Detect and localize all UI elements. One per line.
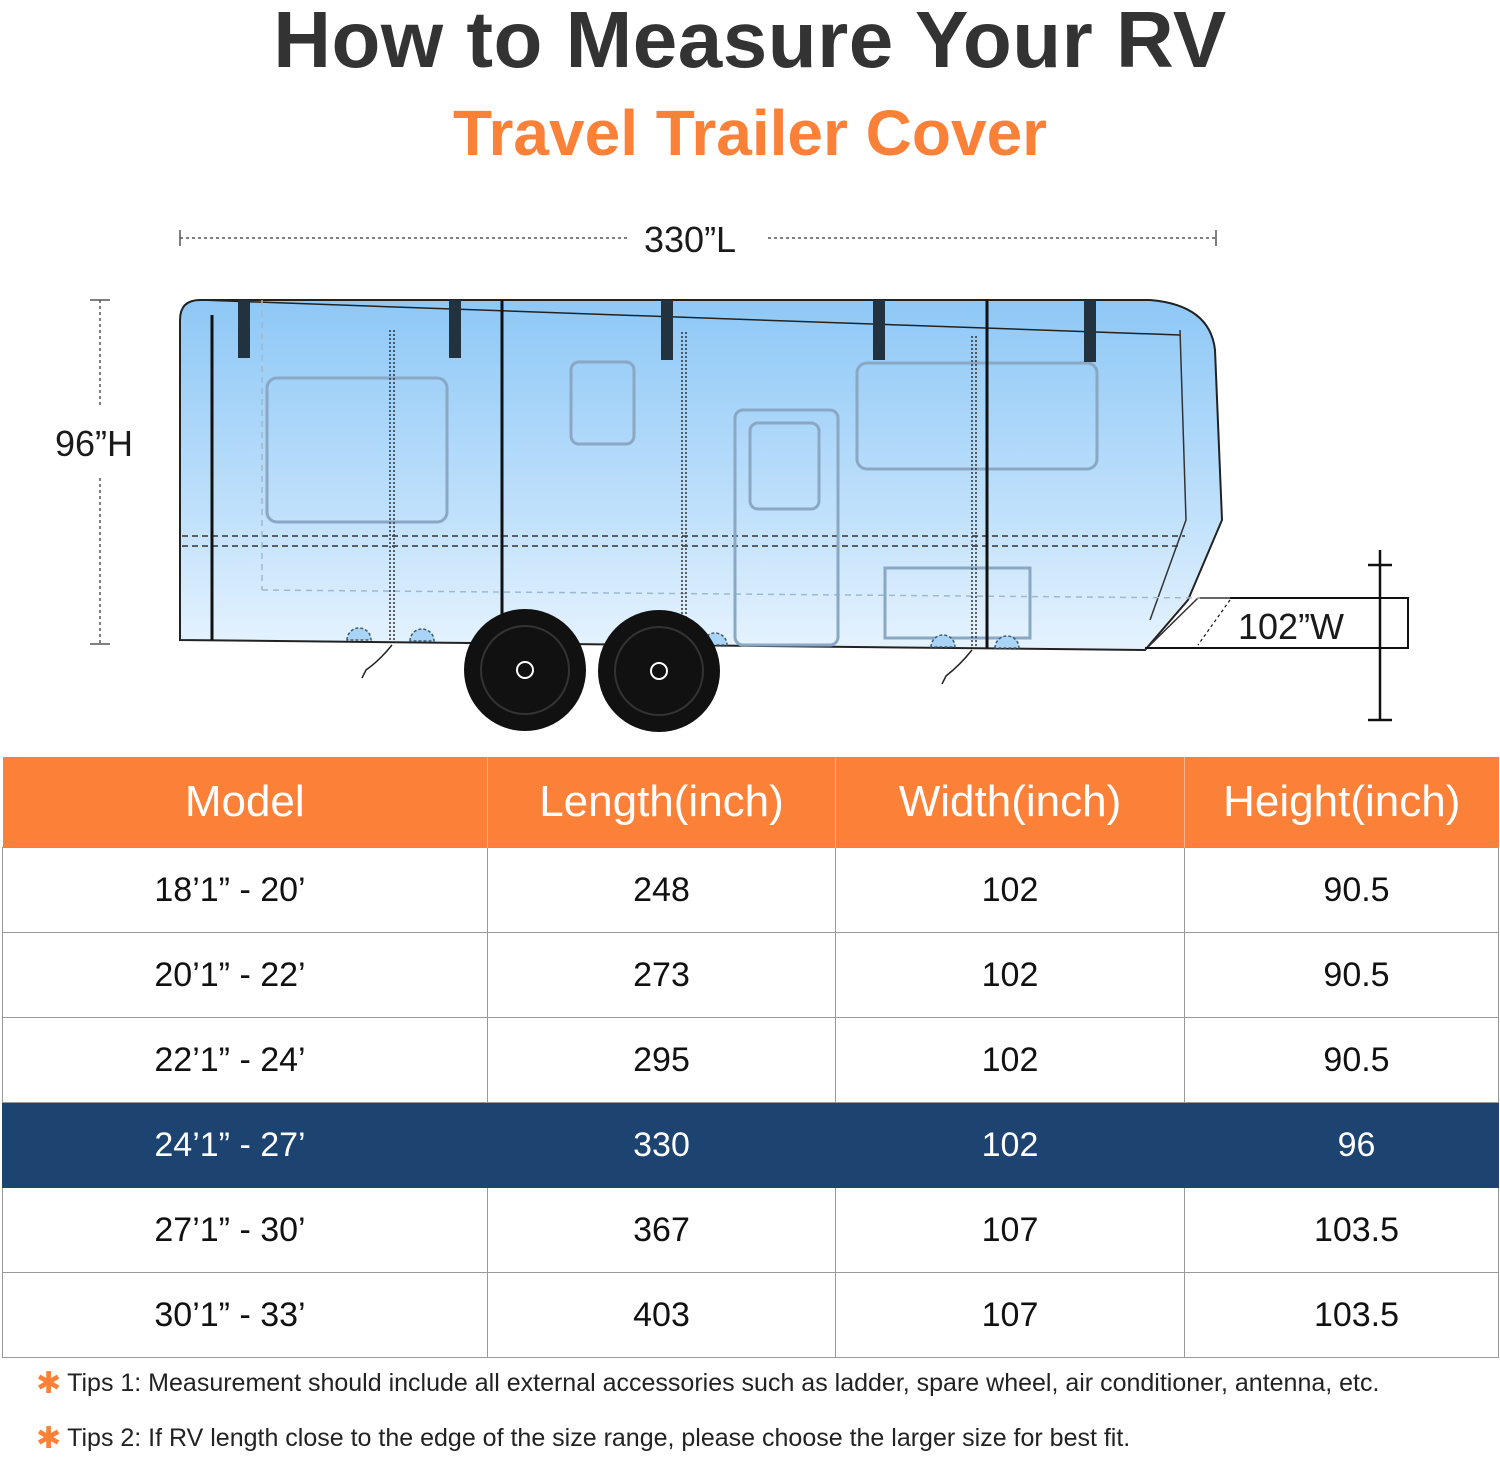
cell-model: 22’1” - 24’ <box>2 1017 488 1103</box>
table-row: 30’1” - 33’ 403 107 103.5 <box>2 1272 1499 1358</box>
cell-length: 273 <box>487 932 836 1018</box>
cell-width: 107 <box>835 1187 1185 1273</box>
cell-length: 330 <box>487 1102 836 1188</box>
page-subtitle: Travel Trailer Cover <box>452 97 1048 169</box>
rv-body <box>179 299 1230 685</box>
cell-height: 90.5 <box>1184 847 1499 933</box>
tip-2: ✱ Tips 2: If RV length close to the edge … <box>36 1423 1496 1454</box>
cell-model: 27’1” - 30’ <box>2 1187 488 1273</box>
cell-length: 248 <box>487 847 836 933</box>
rv-wheels <box>464 609 720 732</box>
table-row: 20’1” - 22’ 273 102 90.5 <box>2 932 1499 1018</box>
height-dimension-line <box>90 299 110 645</box>
height-label: 96”H <box>55 423 134 464</box>
cell-width: 102 <box>835 1102 1185 1188</box>
header-height: Height(inch) <box>1223 777 1461 826</box>
rv-diagram <box>90 230 1409 732</box>
table-row: 18’1” - 20’ 248 102 90.5 <box>2 847 1499 933</box>
length-dimension-line <box>179 230 1217 246</box>
header-model: Model <box>2 757 488 848</box>
cell-length: 295 <box>487 1017 836 1103</box>
length-label: 330”L <box>644 219 737 260</box>
cell-height: 96 <box>1184 1102 1499 1188</box>
cell-model: 20’1” - 22’ <box>2 932 488 1018</box>
table-row: 22’1” - 24’ 295 102 90.5 <box>2 1017 1499 1103</box>
cell-width: 102 <box>835 847 1185 933</box>
tip-1: ✱ Tips 1: Measurement should include all … <box>36 1368 1496 1399</box>
cell-length: 403 <box>487 1272 836 1358</box>
cell-width: 102 <box>835 1017 1185 1103</box>
cell-height: 90.5 <box>1184 932 1499 1018</box>
header-length: Length(inch) <box>487 757 836 848</box>
size-chart-table: Model Length(inch) Width(inch) Height(in… <box>2 757 1499 1358</box>
width-label: 102”W <box>1238 606 1345 647</box>
star-icon: ✱ <box>36 1422 62 1455</box>
page-title: How to Measure Your RV <box>273 0 1227 84</box>
cell-height: 103.5 <box>1184 1272 1499 1358</box>
cell-model: 24’1” - 27’ <box>2 1102 488 1188</box>
cell-width: 102 <box>835 932 1185 1018</box>
cell-height: 90.5 <box>1184 1017 1499 1103</box>
table-row: 27’1” - 30’ 367 107 103.5 <box>2 1187 1499 1273</box>
width-dimension-line <box>1145 550 1409 722</box>
tip-1-text: Tips 1: Measurement should include all e… <box>67 1369 1380 1397</box>
star-icon: ✱ <box>36 1367 62 1400</box>
cell-model: 30’1” - 33’ <box>2 1272 488 1358</box>
table-row-highlighted: 24’1” - 27’ 330 102 96 <box>2 1102 1499 1188</box>
header-width: Width(inch) <box>835 757 1185 848</box>
cell-height: 103.5 <box>1184 1187 1499 1273</box>
cell-width: 107 <box>835 1272 1185 1358</box>
tip-2-text: Tips 2: If RV length close to the edge o… <box>67 1424 1131 1452</box>
cell-length: 367 <box>487 1187 836 1273</box>
cell-model: 18’1” - 20’ <box>2 847 488 933</box>
table-header-row: Model Length(inch) Width(inch) Height(in… <box>2 757 1499 848</box>
